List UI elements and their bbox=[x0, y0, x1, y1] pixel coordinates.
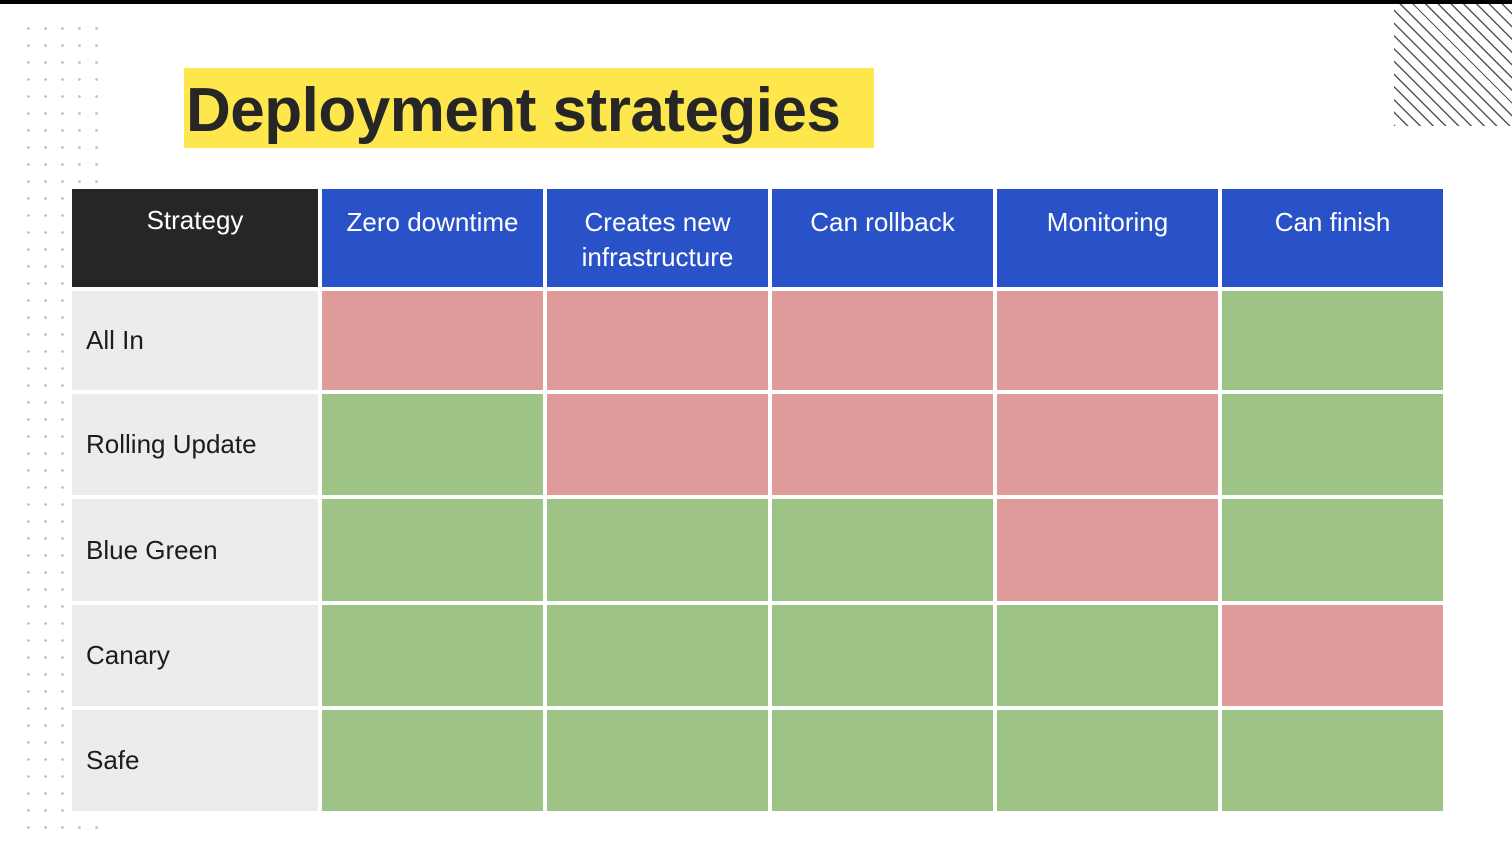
matrix-cell bbox=[995, 603, 1220, 708]
strategy-matrix: Strategy Zero downtime Creates new infra… bbox=[70, 187, 1445, 813]
matrix-cell bbox=[770, 603, 995, 708]
matrix-cell bbox=[770, 497, 995, 603]
matrix-cell bbox=[995, 392, 1220, 497]
matrix-cell bbox=[320, 289, 545, 392]
matrix-cell bbox=[545, 708, 770, 813]
matrix-cell bbox=[320, 708, 545, 813]
matrix-cell bbox=[1220, 708, 1445, 813]
matrix-cell bbox=[545, 289, 770, 392]
slide-title: Deployment strategies bbox=[186, 76, 841, 145]
decorative-hatch-pattern bbox=[1394, 4, 1512, 126]
row-label-rolling-update: Rolling Update bbox=[70, 392, 320, 497]
header-strategy: Strategy bbox=[70, 187, 320, 289]
header-can-rollback: Can rollback bbox=[770, 187, 995, 289]
matrix-cell bbox=[320, 497, 545, 603]
matrix-cell bbox=[545, 392, 770, 497]
matrix-cell bbox=[545, 603, 770, 708]
row-label-canary: Canary bbox=[70, 603, 320, 708]
matrix-cell bbox=[995, 497, 1220, 603]
top-border bbox=[0, 0, 1512, 4]
header-monitoring: Monitoring bbox=[995, 187, 1220, 289]
matrix-cell bbox=[1220, 603, 1445, 708]
header-creates-new-infrastructure: Creates new infrastructure bbox=[545, 187, 770, 289]
matrix-cell bbox=[770, 392, 995, 497]
matrix-cell bbox=[995, 289, 1220, 392]
header-zero-downtime: Zero downtime bbox=[320, 187, 545, 289]
matrix-cell bbox=[1220, 392, 1445, 497]
header-can-finish: Can finish bbox=[1220, 187, 1445, 289]
matrix-cell bbox=[770, 289, 995, 392]
matrix-cell bbox=[545, 497, 770, 603]
matrix-cell bbox=[1220, 289, 1445, 392]
matrix-cell bbox=[995, 708, 1220, 813]
matrix-cell bbox=[320, 603, 545, 708]
row-label-blue-green: Blue Green bbox=[70, 497, 320, 603]
matrix-cell bbox=[1220, 497, 1445, 603]
title-highlight bbox=[184, 68, 874, 148]
matrix-cell bbox=[320, 392, 545, 497]
row-label-safe: Safe bbox=[70, 708, 320, 813]
matrix-cell bbox=[770, 708, 995, 813]
row-label-all-in: All In bbox=[70, 289, 320, 392]
